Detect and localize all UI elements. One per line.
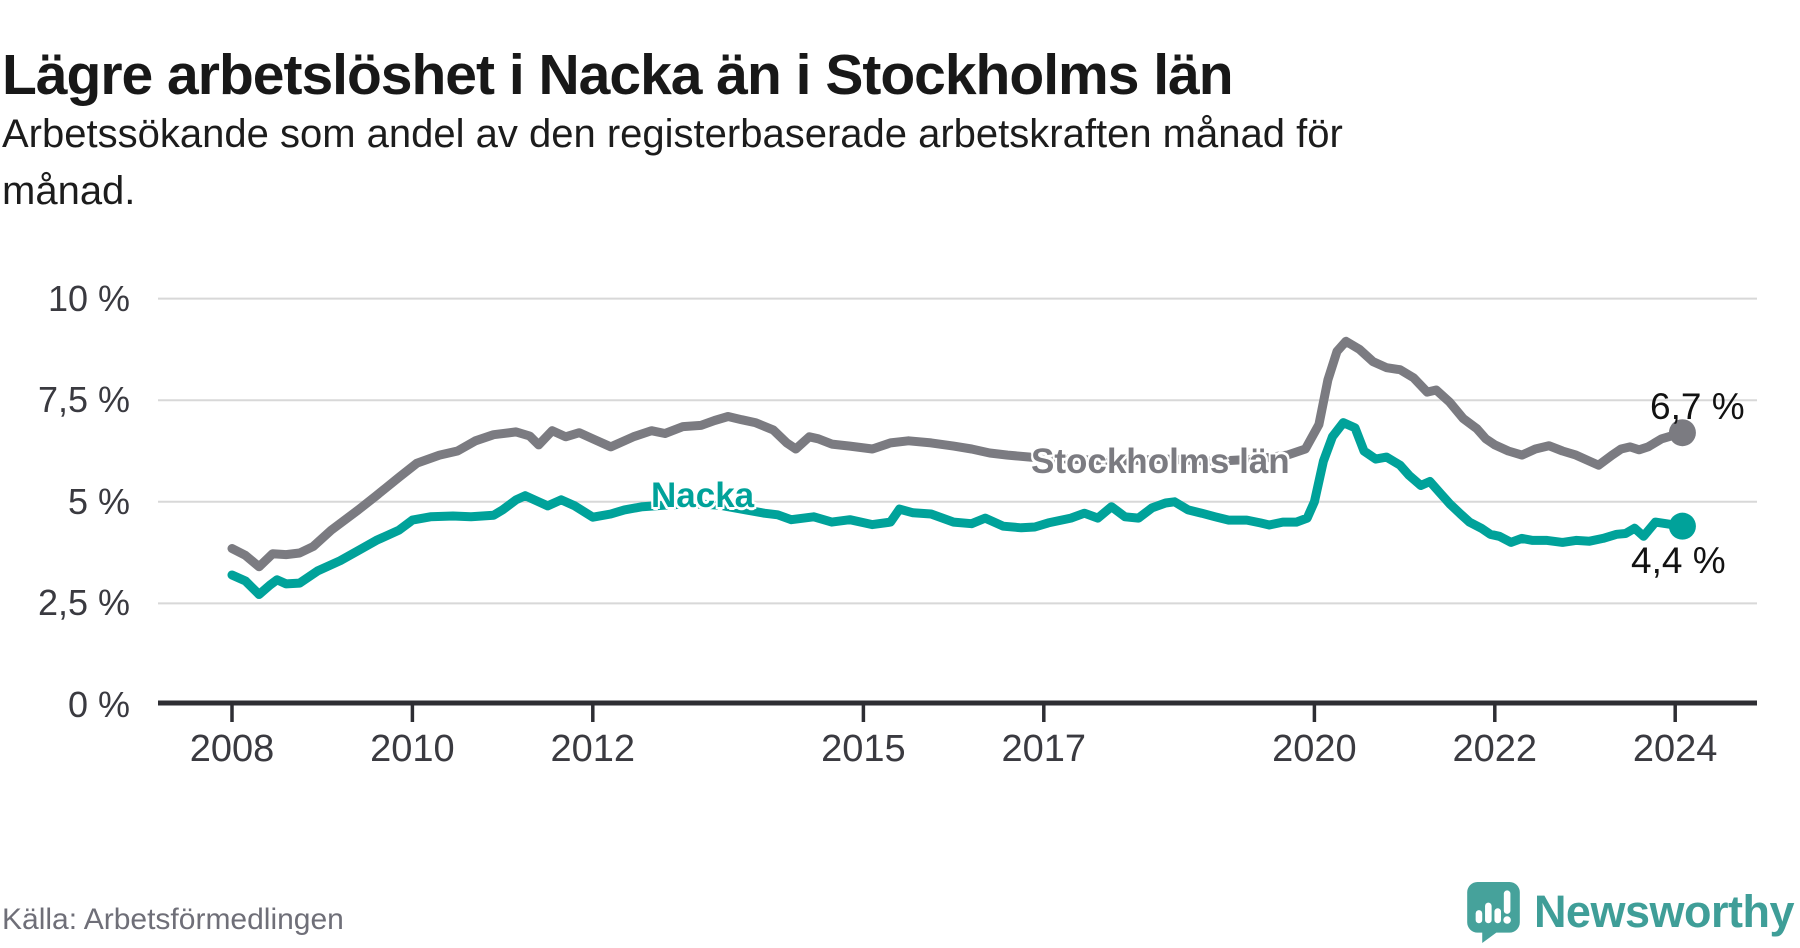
- x-axis-label: 2015: [821, 728, 906, 770]
- newsworthy-speech-bubble-chart-icon: [1467, 881, 1520, 943]
- x-axis-label: 2010: [370, 728, 455, 770]
- x-axis-label: 2008: [189, 728, 275, 770]
- line-series-nacka: [227, 418, 1687, 599]
- line-series-stockholms-l-n: [227, 336, 1687, 572]
- x-axis-label: 2012: [550, 728, 636, 770]
- y-axis-label: 2,5 %: [37, 582, 130, 624]
- y-axis-label: 0 %: [67, 684, 130, 725]
- x-axis-label: 2020: [1272, 728, 1357, 770]
- end-point-dot-nacka: [1668, 512, 1696, 540]
- chart-subtitle: Arbetssökande som andel av den registerb…: [2, 106, 1502, 220]
- newsworthy-logo: Newsworthy: [1465, 881, 1795, 943]
- chart-title: Lägre arbetslöshet i Nacka än i Stockhol…: [2, 43, 1234, 108]
- subtitle-line-1: Arbetssökande som andel av den registerb…: [2, 112, 1343, 156]
- subtitle-line-2: månad.: [2, 168, 136, 213]
- newsworthy-wordmark: Newsworthy: [1533, 886, 1795, 937]
- y-axis-label: 7,5 %: [37, 379, 130, 421]
- end-value-label-stockholms-lan: 6,7 %: [1650, 386, 1745, 427]
- source-note: Källa: Arbetsförmedlingen: [2, 903, 344, 936]
- series-label-stockholms-lan: Stockholms län: [1031, 442, 1290, 481]
- series-label-nacka: Nacka: [651, 476, 755, 515]
- end-value-label-nacka: 4,4 %: [1631, 540, 1726, 581]
- y-axis-label: 5 %: [67, 480, 130, 522]
- end-point-dot-stockholms-l-n: [1668, 419, 1696, 447]
- x-axis-label: 2017: [1001, 728, 1087, 770]
- y-axis-label: 10 %: [47, 277, 130, 319]
- x-axis-label: 2024: [1632, 728, 1718, 770]
- x-axis-label: 2022: [1452, 728, 1538, 770]
